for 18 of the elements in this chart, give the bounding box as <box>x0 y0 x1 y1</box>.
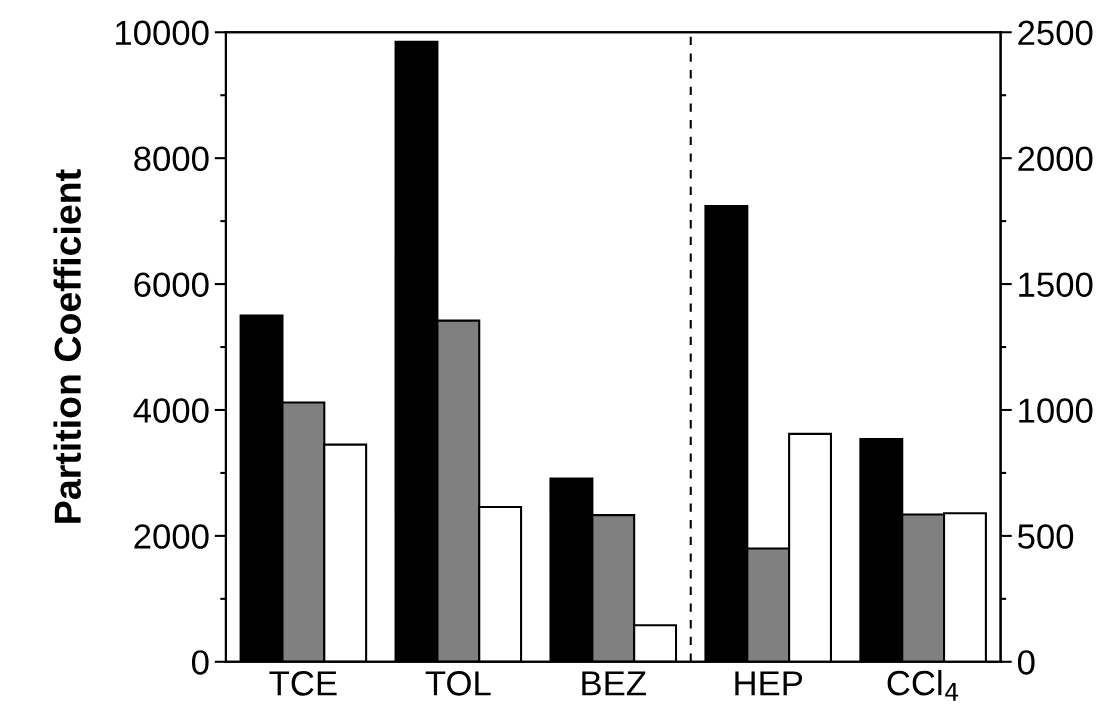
x-tick-label: BEZ <box>582 671 646 696</box>
y2-tick-label: 1500 <box>1019 272 1093 297</box>
y2-tick-label: 500 <box>1017 524 1074 549</box>
y-tick-label: 8000 <box>134 146 209 172</box>
y-axis-title: Partition Coefficient <box>53 169 81 523</box>
y2-tick-label: 2000 <box>1018 146 1093 172</box>
y-tick-label: 6000 <box>134 272 209 297</box>
y2-tick-label: 2500 <box>1018 20 1093 46</box>
y2-tick-label: 1000 <box>1019 398 1093 423</box>
x-tick-label: CCl$_{4}$ <box>887 669 959 701</box>
y-tick-label: 10000 <box>116 20 209 46</box>
x-tick-label: HEP <box>735 671 803 696</box>
y-tick-label: 2000 <box>134 524 209 549</box>
x-tick-label: TOL <box>425 671 491 696</box>
y-tick-label: 4000 <box>133 398 209 423</box>
x-tick-label: TCE <box>269 671 337 696</box>
y2-tick-label: 0 <box>1017 650 1035 675</box>
y-tick-label: 0 <box>191 650 209 675</box>
